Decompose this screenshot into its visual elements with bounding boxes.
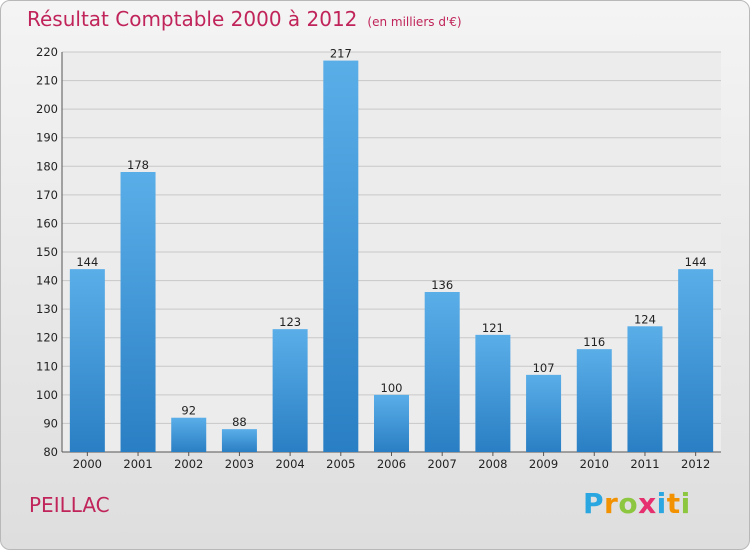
chart-title-text: Résultat Comptable 2000 à 2012 xyxy=(27,7,358,31)
x-tick-label: 2011 xyxy=(630,457,659,471)
y-tick-label: 180 xyxy=(36,159,58,173)
data-label-2010: 116 xyxy=(583,335,605,349)
x-tick-label: 2006 xyxy=(377,457,406,471)
y-tick-label: 160 xyxy=(36,216,58,230)
x-tick-label: 2001 xyxy=(123,457,152,471)
proxiti-logo: Proxiti xyxy=(583,487,691,520)
bar-2002 xyxy=(171,417,207,452)
chart-subtitle: (en milliers d'€) xyxy=(367,15,462,29)
y-tick-label: 120 xyxy=(36,331,58,345)
logo-letter: t xyxy=(666,487,681,520)
y-tick-label: 200 xyxy=(36,102,58,116)
x-tick-label: 2012 xyxy=(681,457,710,471)
y-tick-label: 220 xyxy=(36,45,58,59)
logo-letter: o xyxy=(618,487,639,520)
bar-2004 xyxy=(272,329,308,452)
x-tick-label: 2005 xyxy=(326,457,355,471)
data-label-2003: 88 xyxy=(232,415,247,429)
x-tick-label: 2008 xyxy=(478,457,507,471)
data-label-2001: 178 xyxy=(127,158,149,172)
bar-2005 xyxy=(323,60,359,452)
y-tick-label: 140 xyxy=(36,274,58,288)
y-tick-label: 90 xyxy=(43,416,58,430)
data-label-2000: 144 xyxy=(76,255,98,269)
data-label-2012: 144 xyxy=(685,255,707,269)
logo-letter: r xyxy=(604,487,619,520)
x-tick-label: 2000 xyxy=(73,457,102,471)
bar-2009 xyxy=(526,374,562,452)
y-tick-label: 110 xyxy=(36,359,58,373)
data-label-2008: 121 xyxy=(482,321,504,335)
y-tick-label: 100 xyxy=(36,388,58,402)
bar-2000 xyxy=(69,269,105,452)
bar-2003 xyxy=(221,429,257,452)
data-label-2002: 92 xyxy=(181,404,196,418)
logo-letter: P xyxy=(583,487,605,520)
region-name: PEILLAC xyxy=(29,493,110,517)
data-label-2007: 136 xyxy=(431,278,453,292)
bar-2008 xyxy=(475,334,511,452)
logo-letter: i xyxy=(680,487,691,520)
bar-2001 xyxy=(120,172,156,452)
data-label-2005: 217 xyxy=(330,47,352,61)
chart-title: Résultat Comptable 2000 à 2012 (en millie… xyxy=(27,7,462,31)
data-label-2006: 100 xyxy=(381,381,403,395)
x-tick-label: 2003 xyxy=(225,457,254,471)
bar-2012 xyxy=(678,269,714,452)
x-tick-label: 2009 xyxy=(529,457,558,471)
data-label-2011: 124 xyxy=(634,312,656,326)
y-tick-label: 190 xyxy=(36,131,58,145)
data-label-2009: 107 xyxy=(533,361,555,375)
logo-letter: x xyxy=(638,487,657,520)
bar-2010 xyxy=(576,349,612,452)
x-tick-label: 2010 xyxy=(580,457,609,471)
y-tick-label: 150 xyxy=(36,245,58,259)
data-label-2004: 123 xyxy=(279,315,301,329)
bar-2007 xyxy=(424,292,460,452)
y-tick-label: 80 xyxy=(43,445,58,459)
y-tick-label: 170 xyxy=(36,188,58,202)
bar-2011 xyxy=(627,326,663,452)
bar-2006 xyxy=(374,394,409,452)
x-tick-label: 2007 xyxy=(428,457,457,471)
x-tick-label: 2002 xyxy=(174,457,203,471)
y-tick-label: 210 xyxy=(36,74,58,88)
y-tick-label: 130 xyxy=(36,302,58,316)
x-tick-label: 2004 xyxy=(275,457,304,471)
logo-letter: i xyxy=(656,487,667,520)
